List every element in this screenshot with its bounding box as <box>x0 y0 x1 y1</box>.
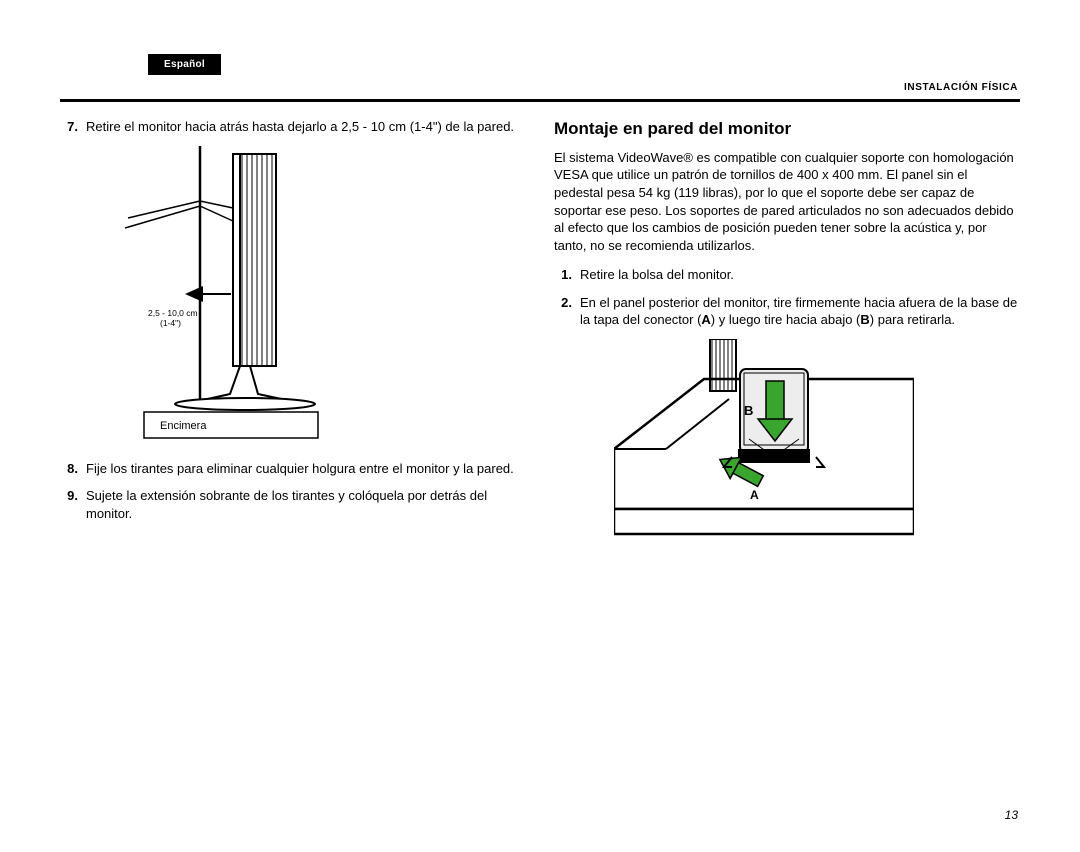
fig2-label-a: A <box>750 488 759 502</box>
step-text: Fije los tirantes para eliminar cualquie… <box>86 460 526 478</box>
wall-mount-heading: Montaje en pared del monitor <box>554 118 1020 141</box>
step-text: En el panel posterior del monitor, tire … <box>580 294 1020 329</box>
figure-monitor-on-stand: 2,5 - 10,0 cm (1-4") Encimera <box>90 146 526 446</box>
step2-bold-b: B <box>860 312 869 327</box>
page-number: 13 <box>1005 808 1018 822</box>
figure-connector-cover: B A <box>614 339 1020 549</box>
step-number: 8. <box>60 460 86 478</box>
intro-paragraph: El sistema VideoWave® es compatible con … <box>554 149 1020 254</box>
step2-part-c: ) para retirarla. <box>870 312 955 327</box>
fig1-measure-2: (1-4") <box>160 318 181 328</box>
right-column: Montaje en pared del monitor El sistema … <box>554 118 1020 563</box>
divider-rule <box>60 99 1020 102</box>
step2-bold-a: A <box>701 312 710 327</box>
step2-part-b: ) y luego tire hacia abajo ( <box>711 312 861 327</box>
fig1-measure-1: 2,5 - 10,0 cm <box>148 308 198 318</box>
step-number: 2. <box>554 294 580 329</box>
step-number: 7. <box>60 118 86 136</box>
step-text: Retire la bolsa del monitor. <box>580 266 1020 284</box>
step-number: 9. <box>60 487 86 522</box>
content-columns: 7. Retire el monitor hacia atrás hasta d… <box>60 118 1020 563</box>
fig1-label: Encimera <box>160 420 207 432</box>
step-7: 7. Retire el monitor hacia atrás hasta d… <box>60 118 526 136</box>
step-text: Sujete la extensión sobrante de los tira… <box>86 487 526 522</box>
step-9: 9. Sujete la extensión sobrante de los t… <box>60 487 526 522</box>
fig2-label-b: B <box>744 403 753 418</box>
step-text: Retire el monitor hacia atrás hasta deja… <box>86 118 526 136</box>
step-2: 2. En el panel posterior del monitor, ti… <box>554 294 1020 329</box>
language-tab: Español <box>148 54 221 75</box>
step-8: 8. Fije los tirantes para eliminar cualq… <box>60 460 526 478</box>
step-1: 1. Retire la bolsa del monitor. <box>554 266 1020 284</box>
step-number: 1. <box>554 266 580 284</box>
left-column: 7. Retire el monitor hacia atrás hasta d… <box>60 118 526 563</box>
section-header: INSTALACIÓN FÍSICA <box>60 82 1020 93</box>
manual-page: Español INSTALACIÓN FÍSICA 7. Retire el … <box>0 0 1080 852</box>
